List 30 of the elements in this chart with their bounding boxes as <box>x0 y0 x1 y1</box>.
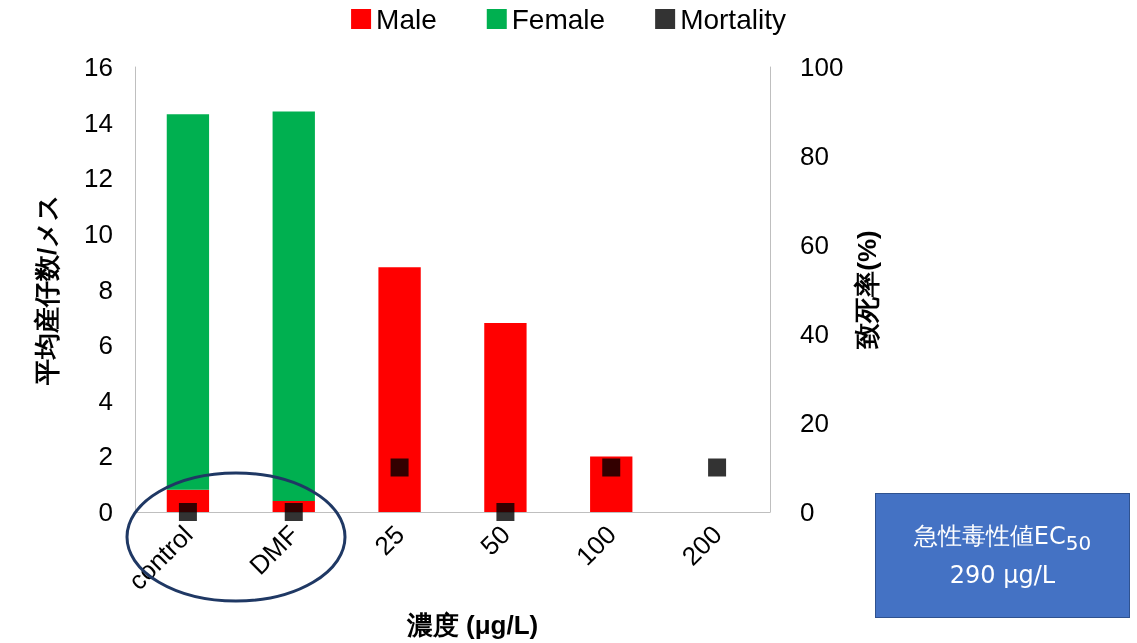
y-tick-label: 0 <box>98 497 113 527</box>
y-tick-label: 6 <box>98 330 113 361</box>
x-tick-label: 200 <box>675 519 728 572</box>
y-tick-label: 2 <box>98 441 113 472</box>
text: 急性毒性値EC$_{50}$ 290 μg/L <box>913 520 1092 592</box>
bar <box>484 322 527 512</box>
y-tick-label: 4 <box>98 385 113 416</box>
y-tick-label: 14 <box>84 107 113 138</box>
y2-tick-label: 80 <box>800 141 829 171</box>
legend-label: Mortality <box>680 3 786 35</box>
y-tick-label: 16 <box>84 52 113 82</box>
bar <box>272 111 315 501</box>
y2-tick-label: 40 <box>800 319 829 349</box>
x-axis-title: 濃度 (μg/L) <box>405 610 539 640</box>
bar <box>378 267 421 512</box>
y2-tick-label: 0 <box>800 497 815 527</box>
x-tick-label: 25 <box>368 519 411 562</box>
x-tick-label: 50 <box>474 519 517 562</box>
y-tick-label: 10 <box>84 218 113 249</box>
y-tick-label: 8 <box>98 274 113 305</box>
legend-label: Male <box>376 3 437 35</box>
x-tick-label: 100 <box>569 519 622 572</box>
bar <box>166 114 210 490</box>
y2-axis-title: 致死率(%) <box>852 230 883 350</box>
y2-tick-label: 60 <box>800 230 829 260</box>
legend-label: Female <box>511 3 606 35</box>
y-axis-title: 平均産仔数/メス <box>32 193 62 387</box>
y-tick-label: 12 <box>84 163 113 194</box>
y2-tick-label: 20 <box>800 408 829 438</box>
y2-tick-label: 100 <box>800 52 844 82</box>
